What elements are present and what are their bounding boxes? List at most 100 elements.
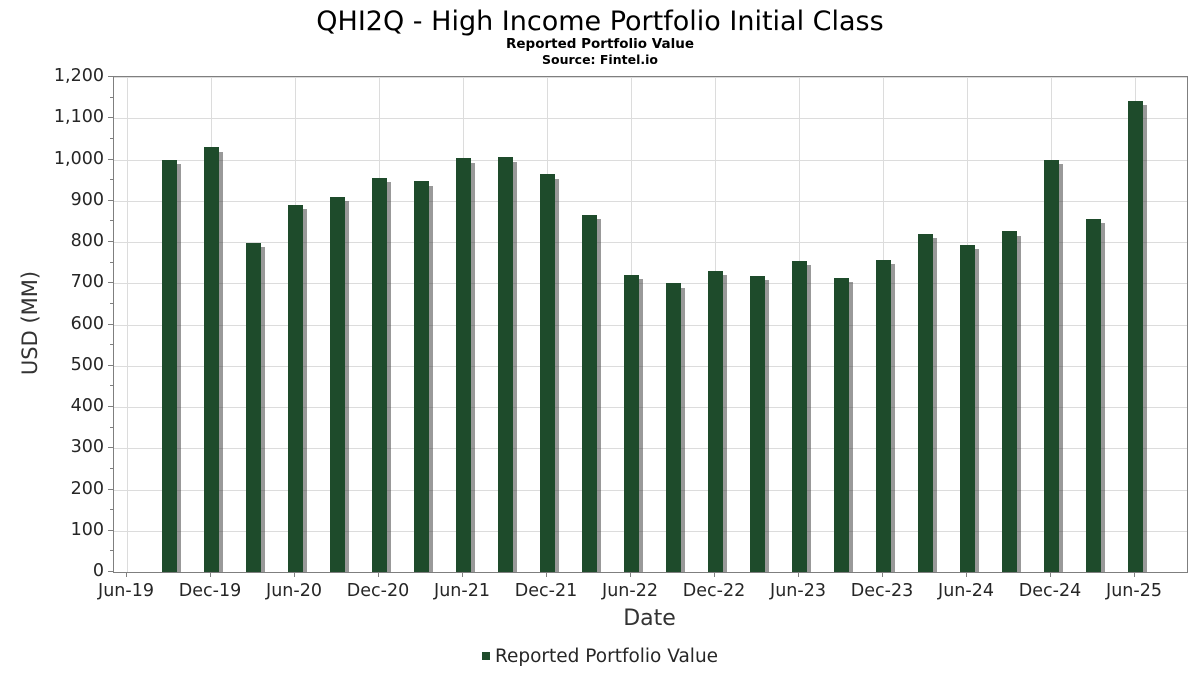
bar bbox=[833, 277, 849, 572]
bar bbox=[1001, 231, 1017, 572]
bar bbox=[707, 270, 723, 572]
gridline-horizontal bbox=[114, 242, 1187, 243]
bar bbox=[917, 233, 933, 572]
y-axis-minor-tick bbox=[110, 550, 113, 552]
bar bbox=[329, 196, 345, 572]
x-tick-label: Jun-22 bbox=[602, 581, 658, 601]
gridline-horizontal bbox=[114, 77, 1187, 78]
x-axis-tick bbox=[462, 572, 463, 577]
y-axis-minor-tick bbox=[110, 137, 113, 139]
gridline-vertical bbox=[127, 77, 128, 572]
y-axis-tick bbox=[108, 76, 113, 77]
bar bbox=[1043, 159, 1059, 572]
y-axis-tick bbox=[108, 406, 113, 407]
y-axis-tick bbox=[108, 117, 113, 119]
y-tick-label: 200 bbox=[70, 478, 104, 499]
bar bbox=[875, 259, 891, 572]
bar bbox=[413, 181, 429, 572]
x-axis-tick bbox=[126, 572, 127, 577]
y-axis-minor-tick bbox=[110, 385, 113, 387]
bar bbox=[791, 260, 807, 572]
chart-subtitle: Reported Portfolio Value bbox=[506, 36, 694, 52]
y-axis-minor-tick bbox=[110, 261, 113, 263]
y-axis-minor-tick bbox=[110, 344, 113, 346]
y-axis-tick bbox=[108, 282, 113, 284]
gridline-horizontal bbox=[114, 159, 1187, 161]
bar bbox=[539, 174, 555, 572]
y-tick-label: 500 bbox=[70, 354, 104, 375]
bar bbox=[581, 214, 597, 572]
x-tick-label: Jun-24 bbox=[938, 581, 994, 601]
x-axis-tick bbox=[210, 572, 211, 577]
y-tick-label: 1,000 bbox=[53, 148, 104, 169]
x-tick-label: Dec-21 bbox=[514, 581, 578, 601]
gridline-horizontal bbox=[114, 407, 1187, 408]
legend: Reported Portfolio Value bbox=[0, 646, 1200, 667]
bar bbox=[455, 158, 471, 572]
y-tick-label: 800 bbox=[70, 231, 104, 251]
bar bbox=[959, 244, 975, 572]
bar bbox=[665, 283, 681, 572]
y-tick-label: 300 bbox=[70, 437, 104, 458]
gridline-horizontal bbox=[114, 448, 1187, 450]
y-tick-label: 600 bbox=[70, 313, 104, 334]
x-axis-label: Date bbox=[623, 606, 676, 631]
x-tick-label: Dec-22 bbox=[682, 581, 746, 601]
bar bbox=[1085, 218, 1101, 572]
x-axis-tick bbox=[378, 572, 379, 577]
bar bbox=[161, 159, 177, 572]
y-tick-label: 100 bbox=[70, 519, 104, 540]
y-axis-tick bbox=[108, 158, 113, 160]
chart-title: QHI2Q - High Income Portfolio Initial Cl… bbox=[316, 6, 884, 37]
y-axis-tick bbox=[108, 571, 113, 572]
y-axis-minor-tick bbox=[110, 179, 113, 181]
x-tick-label: Jun-19 bbox=[98, 581, 154, 601]
bar bbox=[287, 204, 303, 572]
bar bbox=[1127, 100, 1143, 572]
bar bbox=[497, 157, 513, 572]
bar bbox=[749, 275, 765, 572]
y-tick-label: 900 bbox=[70, 189, 104, 210]
x-axis-tick bbox=[966, 572, 967, 577]
y-axis-minor-tick bbox=[110, 220, 113, 222]
y-axis-minor-tick bbox=[110, 426, 113, 428]
gridline-horizontal bbox=[114, 200, 1187, 202]
y-axis-minor-tick bbox=[110, 467, 113, 469]
gridline-horizontal bbox=[114, 530, 1187, 532]
y-axis-tick bbox=[108, 199, 113, 201]
y-tick-label: 1,200 bbox=[53, 66, 104, 86]
gridline-horizontal bbox=[114, 489, 1187, 491]
y-axis-minor-tick bbox=[110, 302, 113, 304]
bar bbox=[623, 274, 639, 572]
y-axis-tick bbox=[108, 241, 113, 242]
gridline-horizontal bbox=[114, 324, 1187, 326]
gridline-horizontal bbox=[114, 283, 1187, 285]
x-tick-label: Jun-25 bbox=[1106, 581, 1162, 601]
y-axis-tick bbox=[108, 488, 113, 490]
x-axis-tick bbox=[1050, 572, 1051, 577]
gridline-horizontal bbox=[114, 118, 1187, 120]
legend-label: Reported Portfolio Value bbox=[494, 646, 719, 667]
y-tick-label: 1,100 bbox=[53, 107, 104, 128]
x-tick-label: Jun-21 bbox=[434, 581, 490, 601]
x-tick-label: Jun-23 bbox=[770, 581, 826, 601]
legend-swatch-icon bbox=[481, 652, 490, 660]
y-tick-label: 700 bbox=[70, 272, 104, 293]
x-axis-tick bbox=[546, 572, 547, 577]
x-tick-label: Dec-23 bbox=[850, 581, 914, 601]
bar bbox=[371, 177, 387, 572]
y-axis-minor-tick bbox=[110, 96, 113, 98]
y-axis-minor-tick bbox=[110, 509, 113, 511]
chart-source: Source: Fintel.io bbox=[542, 52, 658, 67]
gridline-horizontal bbox=[114, 365, 1187, 367]
x-axis-tick bbox=[882, 572, 883, 577]
x-tick-label: Dec-19 bbox=[178, 581, 242, 601]
y-axis-tick bbox=[108, 447, 113, 449]
y-axis-tick bbox=[108, 529, 113, 531]
y-tick-label: 0 bbox=[92, 561, 104, 581]
plot-area bbox=[113, 76, 1188, 573]
bar bbox=[245, 242, 261, 572]
x-axis-tick bbox=[1134, 572, 1135, 577]
y-axis-tick bbox=[108, 323, 113, 325]
